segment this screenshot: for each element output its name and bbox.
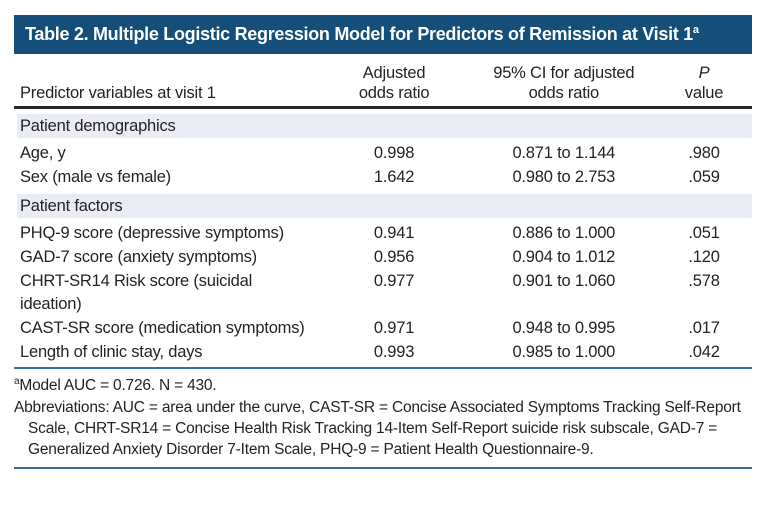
aor-cell: 0.956 (373, 248, 415, 266)
section-row-patient-demographics: Patient demographics (14, 108, 752, 142)
section-header: Patient demographics (17, 114, 752, 138)
predictor-cell: Length of clinic stay, days (20, 343, 203, 361)
bottom-rule (14, 467, 752, 469)
page: Table 2. Multiple Logistic Regression Mo… (14, 15, 752, 469)
table-title-footnote-marker: a (692, 24, 699, 36)
table-row: Age, y 0.998 0.871 to 1.144 .980 (14, 141, 752, 165)
footnote-abbreviations: Abbreviations: AUC = area under the curv… (14, 399, 741, 458)
ci-cell: 0.980 to 2.753 (512, 168, 616, 186)
column-header-adjusted-odds-ratio: Adjusted odds ratio (316, 63, 472, 109)
table-row: PHQ-9 score (depressive symptoms) 0.941 … (14, 221, 752, 245)
column-header-p-value: P value (656, 63, 752, 109)
footnote-model: aModel AUC = 0.726. N = 430. (14, 375, 217, 394)
ci-cell: 0.886 to 1.000 (512, 224, 616, 242)
predictor-cell: Sex (male vs female) (20, 168, 171, 186)
p-cell: .051 (688, 224, 720, 242)
predictor-cell: PHQ-9 score (depressive symptoms) (20, 224, 284, 242)
aor-cell: 1.642 (373, 168, 415, 186)
table-row: GAD-7 score (anxiety symptoms) 0.956 0.9… (14, 245, 752, 269)
table-row: CHRT-SR14 Risk score (suicidal ideation)… (14, 269, 752, 316)
ci-cell: 0.901 to 1.060 (512, 272, 616, 290)
table-row: CAST-SR score (medication symptoms) 0.97… (14, 316, 752, 340)
table-header: Predictor variables at visit 1 Adjusted … (14, 63, 752, 109)
predictor-cell: CAST-SR score (medication symptoms) (20, 319, 305, 337)
table-row: Length of clinic stay, days 0.993 0.985 … (14, 340, 752, 364)
table-body: Patient demographics Age, y 0.998 0.871 … (14, 108, 752, 365)
p-cell: .578 (688, 272, 720, 290)
aor-cell: 0.977 (373, 272, 415, 290)
p-cell: .059 (688, 168, 720, 186)
p-cell: .120 (688, 248, 720, 266)
predictor-cell: GAD-7 score (anxiety symptoms) (20, 248, 257, 266)
column-header-95ci: 95% CI for adjusted odds ratio (471, 63, 657, 109)
p-cell: .017 (688, 319, 720, 337)
section-header: Patient factors (17, 194, 752, 218)
aor-cell: 0.998 (373, 144, 415, 162)
predictor-cell: CHRT-SR14 Risk score (suicidal ideation) (20, 272, 253, 313)
section-row-patient-factors: Patient factors (14, 189, 752, 221)
p-cell: .042 (688, 343, 720, 361)
regression-table: Predictor variables at visit 1 Adjusted … (14, 63, 752, 364)
table-row: Sex (male vs female) 1.642 0.980 to 2.75… (14, 165, 752, 189)
p-cell: .980 (688, 144, 720, 162)
table-footnotes: aModel AUC = 0.726. N = 430. Abbreviatio… (14, 367, 752, 460)
aor-cell: 0.971 (373, 319, 415, 337)
ci-cell: 0.871 to 1.144 (512, 144, 616, 162)
ci-cell: 0.948 to 0.995 (512, 319, 616, 337)
aor-cell: 0.993 (373, 343, 415, 361)
column-header-predictor: Predictor variables at visit 1 (14, 63, 317, 109)
ci-cell: 0.904 to 1.012 (512, 248, 616, 266)
footnote-marker: a (14, 375, 20, 387)
header-row: Predictor variables at visit 1 Adjusted … (14, 63, 752, 109)
aor-cell: 0.941 (373, 224, 415, 242)
predictor-cell: Age, y (20, 144, 66, 162)
ci-cell: 0.985 to 1.000 (512, 343, 616, 361)
table-title: Table 2. Multiple Logistic Regression Mo… (25, 24, 693, 44)
table-title-bar: Table 2. Multiple Logistic Regression Mo… (14, 15, 752, 54)
